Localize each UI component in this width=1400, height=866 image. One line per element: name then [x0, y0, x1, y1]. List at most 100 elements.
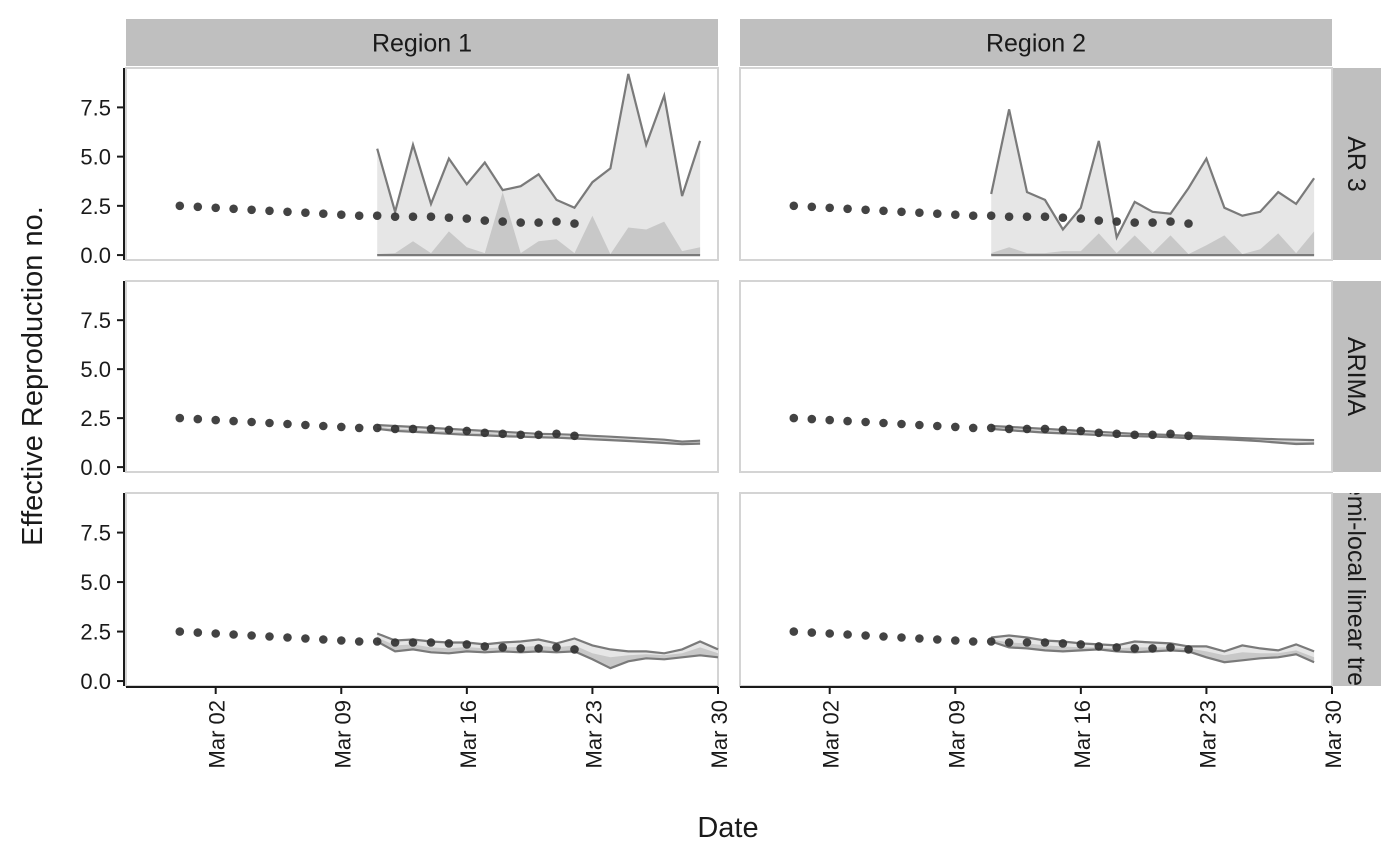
panel-region-2-semi-local-linear-trend: [739, 492, 1333, 687]
observed-point: [552, 643, 561, 652]
observed-point: [283, 207, 292, 217]
observed-point: [372, 637, 382, 646]
observed-point: [498, 643, 508, 652]
observed-point: [301, 420, 310, 430]
observed-point: [498, 217, 508, 226]
observed-point: [1166, 217, 1175, 226]
strip-bg-arima: [1333, 281, 1381, 472]
observed-point: [229, 416, 238, 426]
observed-point: [247, 631, 256, 640]
observed-point: [1076, 426, 1086, 436]
y-tick-label: 7.5: [80, 95, 111, 120]
observed-point: [1112, 643, 1121, 652]
x-tick-label: Mar 16: [1070, 700, 1095, 768]
observed-point: [193, 628, 203, 637]
observed-point: [211, 415, 220, 425]
observed-point: [1130, 644, 1139, 653]
observed-point: [1148, 218, 1157, 227]
observed-point: [807, 414, 817, 424]
interval-50-band: [991, 231, 1315, 256]
observed-point: [1040, 638, 1050, 647]
observed-point: [354, 211, 364, 220]
observed-point: [1184, 431, 1193, 441]
x-tick-label: Mar 30: [1321, 700, 1346, 768]
observed-point: [301, 208, 310, 217]
observed-point: [1022, 638, 1032, 647]
observed-point: [1148, 644, 1157, 653]
observed-point: [1076, 214, 1086, 223]
observed-point: [175, 627, 185, 636]
strip-label-arima: ARIMA: [1342, 337, 1370, 417]
observed-point: [968, 637, 978, 646]
observed-point: [861, 205, 870, 215]
observed-point: [372, 211, 382, 220]
observed-point: [1184, 219, 1193, 228]
observed-point: [897, 419, 906, 429]
observed-point: [843, 630, 852, 639]
observed-point: [516, 218, 525, 227]
observed-point: [1184, 645, 1193, 654]
observed-point: [570, 431, 579, 441]
observed-point: [462, 426, 472, 436]
observed-point: [1112, 217, 1121, 226]
observed-point: [951, 210, 960, 219]
observed-point: [915, 420, 924, 430]
observed-point: [426, 638, 436, 647]
observed-point: [1112, 429, 1121, 439]
observed-point: [1022, 424, 1032, 434]
strip-label-region-2: Region 2: [986, 30, 1086, 58]
x-tick-label: Mar 23: [1195, 700, 1220, 768]
observed-point: [968, 423, 978, 433]
observed-point: [1094, 642, 1104, 651]
observed-point: [175, 413, 185, 423]
observed-point: [426, 424, 436, 434]
observed-point: [247, 205, 256, 215]
observed-point: [915, 208, 924, 217]
interval-50-band: [377, 192, 701, 256]
observed-point: [319, 635, 328, 644]
observed-point: [229, 204, 238, 214]
observed-point: [444, 425, 454, 435]
observed-point: [390, 212, 400, 221]
observed-point: [933, 635, 942, 644]
y-tick-label: 7.5: [80, 308, 111, 333]
y-tick-label: 0.0: [80, 669, 111, 694]
axes: 0.0 2.5 5.0 7.5 0.0 2.5 5.0 7.5 0.0 2.5 5.0 7.5 Mar …: [80, 68, 1346, 768]
observed-point: [534, 218, 543, 227]
observed-point: [552, 217, 561, 226]
observed-point: [968, 211, 978, 220]
observed-point: [807, 628, 817, 637]
observed-point: [265, 206, 274, 216]
observed-point: [986, 423, 996, 433]
observed-point: [534, 644, 543, 653]
observed-point: [1040, 424, 1050, 434]
observed-point: [1058, 639, 1068, 648]
observed-point: [951, 636, 960, 645]
strip-bg-region-1: [126, 19, 718, 66]
observed-point: [570, 645, 579, 654]
observed-point: [1094, 428, 1104, 438]
observed-point: [861, 631, 870, 640]
observed-point: [1004, 638, 1014, 647]
observed-point: [480, 216, 490, 225]
observed-point: [986, 211, 996, 220]
observed-point: [408, 638, 418, 647]
observed-point: [1022, 212, 1032, 221]
panel-region-1-semi-local-linear-trend: [125, 492, 719, 687]
strip-label-semi-local-linear-trend: Semi-local linear trend: [1342, 465, 1370, 714]
observed-point: [807, 202, 817, 212]
observed-point: [897, 207, 906, 217]
y-tick-label: 7.5: [80, 521, 111, 546]
observed-point: [1040, 212, 1050, 221]
observed-point: [879, 206, 888, 216]
strip-bg-ar-3: [1333, 68, 1381, 260]
observed-point: [193, 414, 203, 424]
observed-point: [480, 642, 490, 651]
panel-region-2-arima: [739, 280, 1333, 473]
observed-point: [354, 423, 364, 433]
x-tick-label: Mar 16: [456, 700, 481, 768]
observed-point: [825, 415, 834, 425]
observed-point: [175, 201, 185, 211]
panels: [125, 67, 1333, 687]
observed-point: [1058, 213, 1068, 222]
